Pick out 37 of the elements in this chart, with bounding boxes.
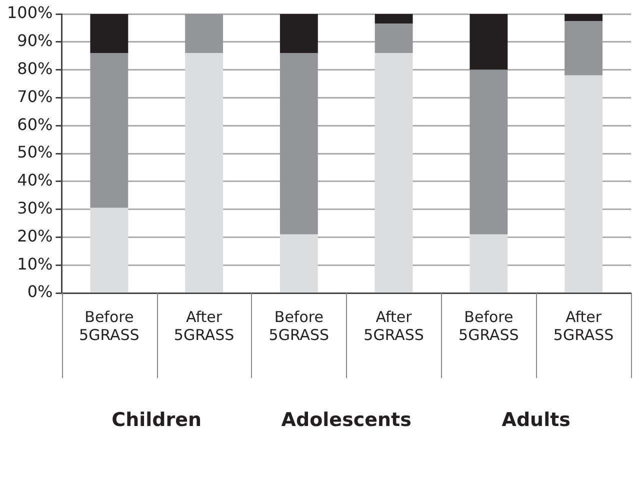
y-tick-label: 0% (27, 282, 53, 302)
y-tick-label: 60% (17, 114, 53, 134)
bar (374, 14, 413, 24)
y-tick-label: 30% (17, 198, 53, 218)
bar (374, 53, 413, 292)
bar (470, 234, 508, 292)
bar (470, 70, 508, 234)
y-tick-label: 10% (17, 254, 53, 274)
y-tick-label: 90% (17, 31, 53, 50)
x-tick-label: Before 5GRASS (458, 308, 519, 344)
x-tick-label: After 5GRASS (364, 308, 424, 344)
x-tick-label: After 5GRASS (174, 308, 234, 344)
y-tick-label: 80% (17, 58, 53, 78)
x-tick-label: After 5GRASS (553, 308, 614, 344)
y-tick-label: 70% (17, 86, 53, 106)
text: Adults (502, 408, 570, 431)
bar (280, 14, 318, 54)
x-tick-label: Before 5GRASS (268, 308, 330, 344)
bar (564, 14, 603, 21)
bar (90, 53, 128, 208)
y-tick-label: 40% (17, 170, 53, 190)
bar (280, 234, 318, 292)
bar (374, 24, 413, 54)
bar (564, 75, 603, 292)
bar (185, 14, 224, 54)
bar (185, 53, 224, 292)
bar (90, 14, 128, 54)
bar (280, 53, 318, 234)
bar (90, 208, 128, 292)
y-tick-label: 50% (17, 142, 53, 162)
y-tick-label: 20% (17, 226, 53, 246)
text: Children (112, 408, 202, 431)
y-tick-label: 100% (6, 3, 53, 22)
text: Adolescents (281, 408, 412, 431)
bar (470, 14, 508, 70)
x-tick-label: Before 5GRASS (79, 308, 140, 344)
bar (564, 20, 603, 76)
